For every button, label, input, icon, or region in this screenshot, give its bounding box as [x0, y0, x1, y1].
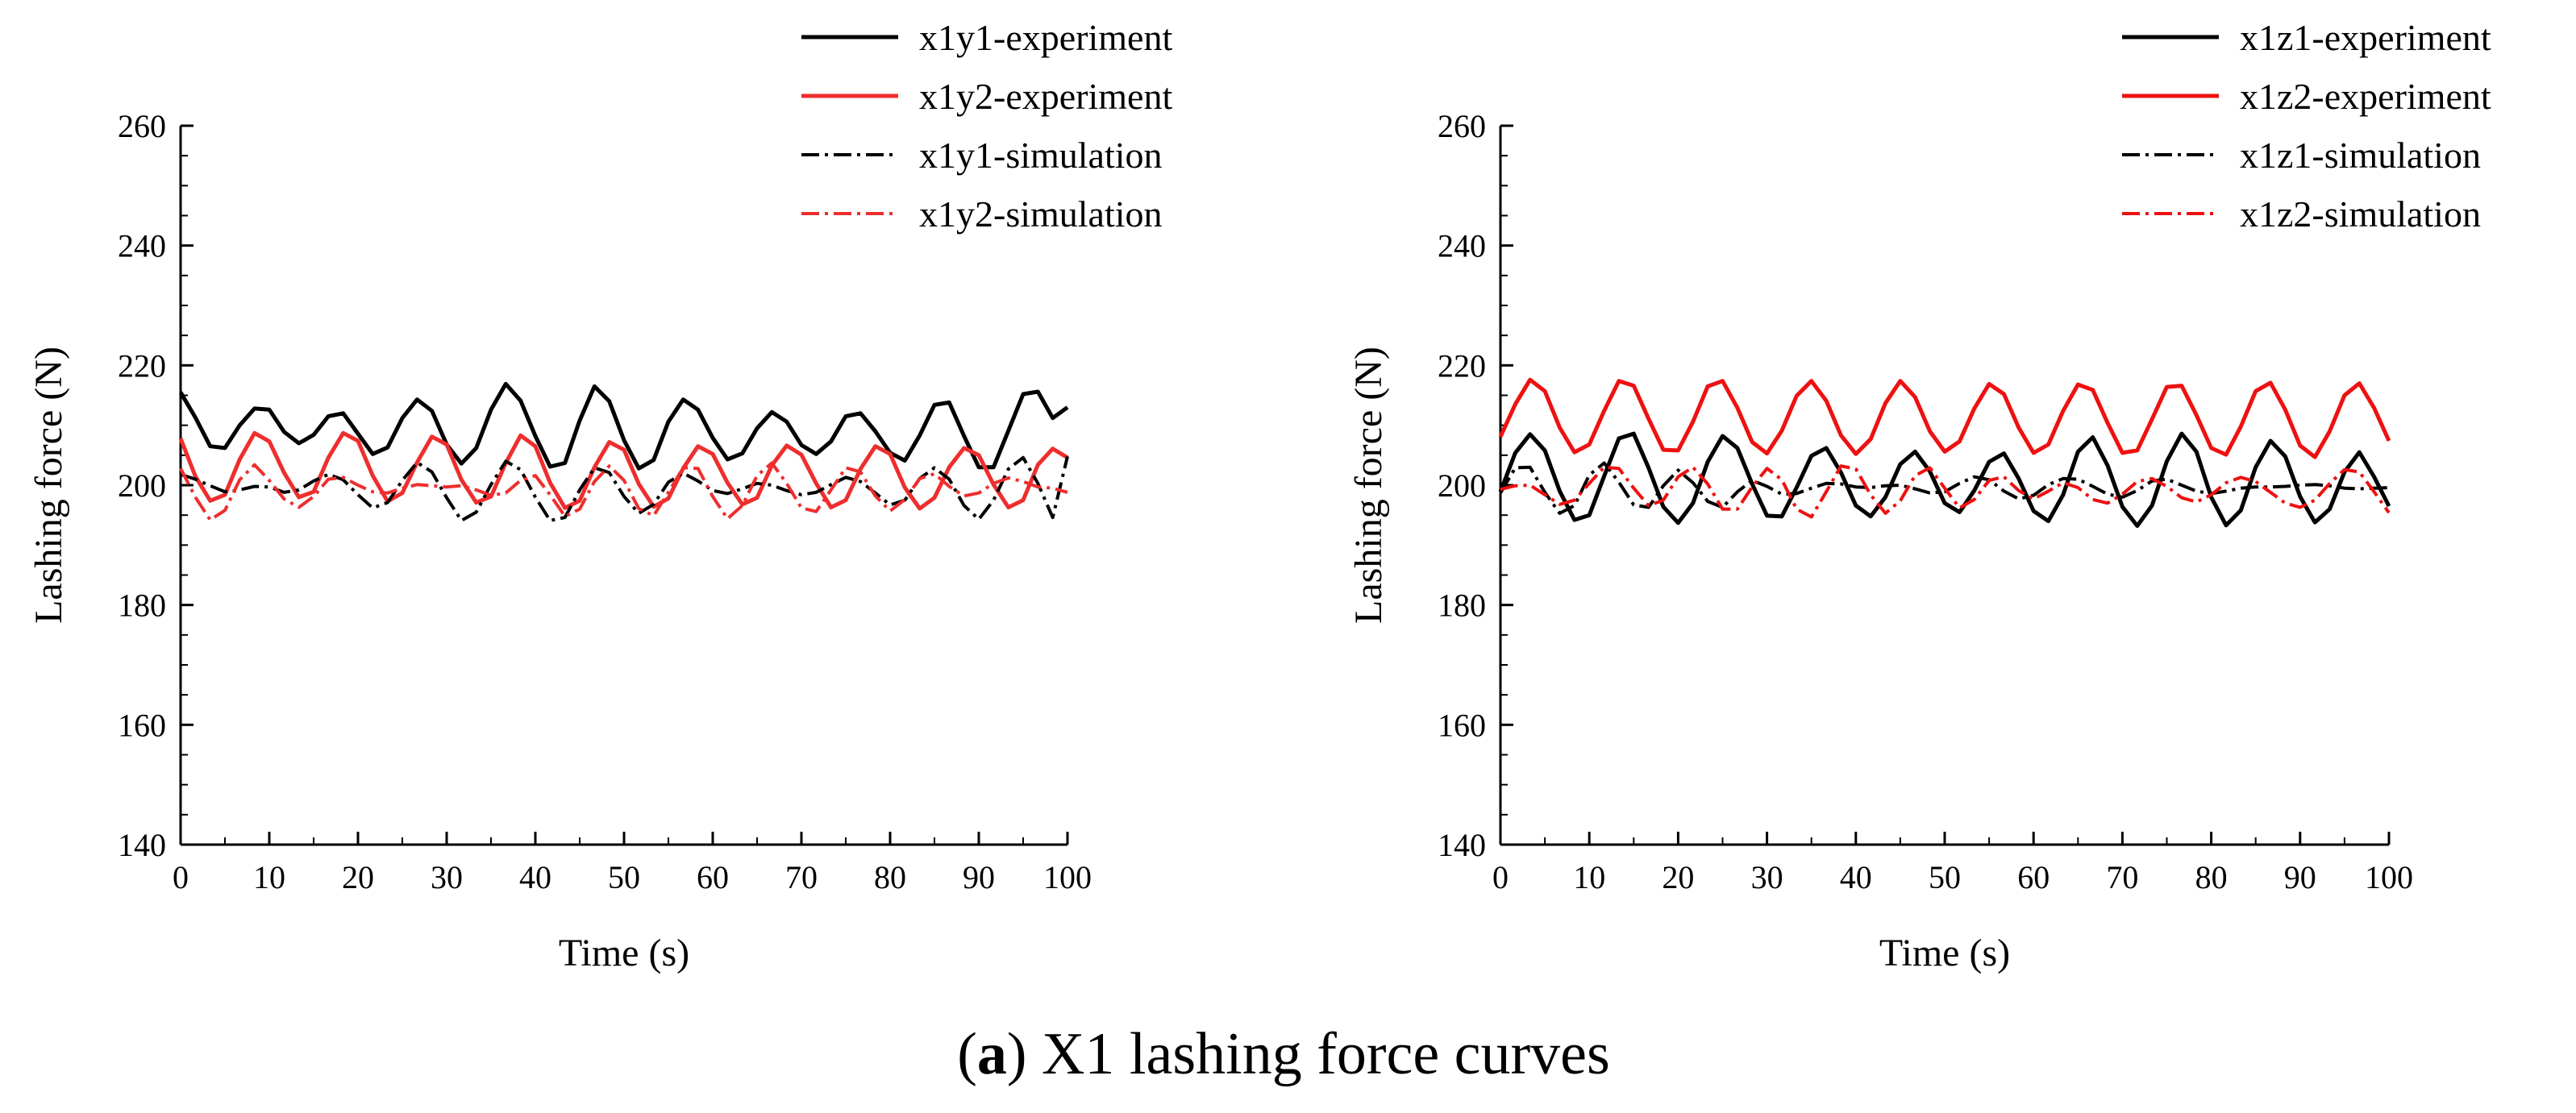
x-tick-label: 50	[608, 859, 640, 895]
chart-panel-right: 0 10 20 30 40 50 60 70 80 90 100 140 160 180 200 220 240…	[1347, 17, 2491, 974]
x-tick-label: 70	[785, 859, 818, 895]
legend-label: x1y1-experiment	[919, 17, 1172, 58]
y-axis-title: Lashing force (N)	[1347, 347, 1390, 624]
x-tick-label: 40	[519, 859, 551, 895]
x-tick-label: 10	[1573, 859, 1605, 895]
y-tick-label: 140	[1438, 827, 1486, 863]
x-tick-label: 20	[342, 859, 374, 895]
x-tick-label: 90	[2284, 859, 2316, 895]
series-line-x1z1-simulation	[1499, 461, 2390, 515]
series-line-x1y2-simulation	[179, 461, 1068, 522]
x-tick-label: 70	[2106, 859, 2138, 895]
x-tick-label: 50	[1929, 859, 1961, 895]
y-tick-label: 240	[118, 228, 166, 264]
series-line-x1z2-experiment	[1498, 377, 2391, 459]
y-axis-title: Lashing force (N)	[27, 347, 70, 624]
legend-label: x1z2-experiment	[2240, 76, 2491, 117]
legend-label: x1z1-simulation	[2240, 135, 2481, 176]
legend-label: x1y1-simulation	[919, 135, 1163, 176]
y-tick-label: 260	[118, 108, 166, 144]
x-tick-label: 30	[1751, 859, 1783, 895]
caption-prefix: (	[957, 1021, 977, 1087]
x-tick-label: 40	[1840, 859, 1872, 895]
legend-label: x1y2-simulation	[919, 193, 1163, 235]
x-tick-label: 20	[1662, 859, 1694, 895]
legend: x1y1-experiment x1y2-experiment x1y1-simul…	[801, 17, 1172, 235]
y-tick-label: 160	[1438, 707, 1486, 743]
y-tick-label: 180	[118, 588, 166, 624]
x-tick-label: 80	[874, 859, 906, 895]
series-line-x1z2-simulation	[1500, 464, 2391, 519]
caption-letter: a	[977, 1021, 1007, 1087]
y-tick-label: 220	[1438, 347, 1486, 384]
x-tick-label: 80	[2195, 859, 2228, 895]
x-tick-label: 60	[697, 859, 729, 895]
y-tick-label: 220	[118, 347, 166, 384]
x-tick-label: 90	[963, 859, 995, 895]
series-line-x1y1-experiment	[178, 381, 1069, 471]
figure-caption: (a) X1 lashing force curves	[957, 1021, 1610, 1087]
y-tick-label: 240	[1438, 228, 1486, 264]
x-tick-label: 30	[431, 859, 463, 895]
y-tick-label: 200	[1438, 467, 1486, 504]
series-line-x1z1-experiment	[1498, 431, 2391, 528]
legend: x1z1-experiment x1z2-experiment x1z1-simul…	[2122, 17, 2491, 235]
legend-label: x1y2-experiment	[919, 76, 1172, 117]
x-tick-label: 100	[1043, 859, 1092, 895]
x-axis-title: Time (s)	[559, 932, 689, 974]
x-tick-label: 0	[173, 859, 189, 895]
x-tick-label: 0	[1492, 859, 1509, 895]
legend-label: x1z2-simulation	[2240, 193, 2481, 235]
legend-label: x1z1-experiment	[2240, 17, 2491, 58]
series-line-x1y2-experiment	[178, 430, 1069, 511]
y-tick-label: 180	[1438, 588, 1486, 624]
y-tick-label: 140	[118, 827, 166, 863]
x-tick-label: 60	[2017, 859, 2050, 895]
y-tick-label: 260	[1438, 108, 1486, 144]
chart-panel-left: 0 10 20 30 40 50 60 70 80 90 100 140 160 180 200 220 240…	[27, 17, 1172, 974]
caption-text: ) X1 lashing force curves	[1007, 1021, 1610, 1087]
x-axis-title: Time (s)	[1879, 932, 2010, 974]
x-tick-label: 100	[2365, 859, 2413, 895]
y-tick-label: 160	[118, 707, 166, 743]
x-tick-label: 10	[253, 859, 285, 895]
y-tick-label: 200	[118, 467, 166, 504]
